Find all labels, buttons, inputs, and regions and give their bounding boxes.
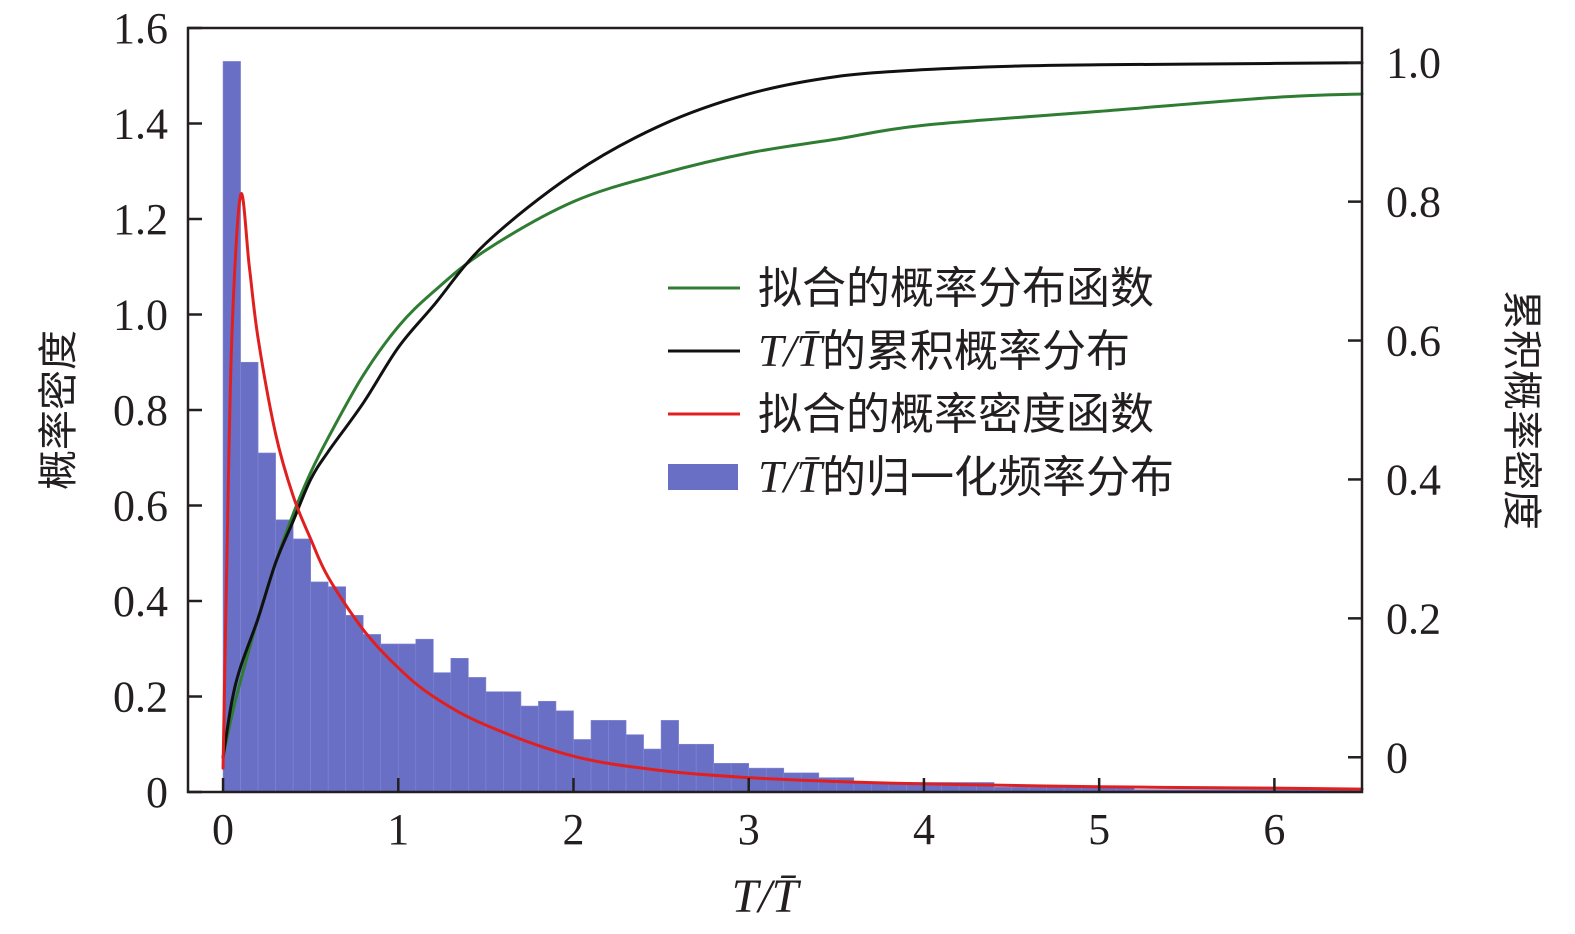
y-left-tick-label: 0	[146, 768, 168, 817]
y-right-tick-label: 0.2	[1386, 594, 1441, 643]
empirical-cdf-line	[221, 61, 1364, 759]
histogram-bar	[275, 519, 294, 793]
y-left-axis-title: 概率密度	[36, 330, 82, 490]
histogram-bar	[485, 691, 504, 793]
legend-label: T/T̄的累积概率分布	[758, 325, 1130, 377]
legend-swatch	[668, 464, 738, 490]
histogram-bar	[836, 777, 855, 793]
histogram-bar	[292, 538, 311, 793]
histogram-bar	[520, 705, 539, 793]
axes: 0 0.2 0.4 0.6 0.8 1.0 1.2 1.4 1.6 0 0.2 0.4 0.6 0.8 1.…	[36, 4, 1544, 923]
x-tick-label: 3	[738, 805, 760, 854]
histogram-bar	[783, 772, 802, 793]
histogram-bar	[503, 691, 522, 793]
y-right-tick-label: 1.0	[1386, 39, 1441, 88]
legend-label: T/T̄的归一化频率分布	[758, 451, 1174, 503]
histogram-bar	[362, 634, 382, 793]
y-left-tick-label: 0.2	[113, 673, 168, 722]
y-right-tick-label: 0	[1386, 733, 1408, 782]
legend-label: 拟合的概率密度函数	[758, 389, 1154, 440]
histogram-bar	[625, 734, 644, 793]
histogram-bar	[590, 720, 609, 793]
y-left-tick-label: 0.8	[113, 386, 168, 435]
x-tick-label: 6	[1263, 805, 1285, 854]
histogram-bar	[433, 672, 452, 793]
histogram-bar	[257, 452, 276, 793]
histogram-bar	[345, 615, 364, 793]
histogram-bar	[415, 638, 434, 793]
legend-item: T/T̄的累积概率分布	[668, 325, 1130, 377]
histogram-bar	[450, 657, 469, 793]
histogram-bar	[310, 581, 329, 793]
x-tick-label: 5	[1088, 805, 1110, 854]
y-left-tick-label: 1.2	[113, 195, 168, 244]
legend-item: T/T̄的归一化频率分布	[668, 451, 1174, 503]
histogram-bar	[678, 743, 697, 793]
histogram-bar	[573, 739, 592, 793]
x-tick-label: 4	[913, 805, 935, 854]
histogram-bar	[468, 677, 487, 793]
y-left-tick-label: 1.0	[113, 291, 168, 340]
histogram-bar	[748, 767, 767, 793]
histogram-bar	[240, 361, 259, 793]
x-axis-title: T/T̄	[732, 870, 802, 923]
histogram-bar	[800, 772, 820, 793]
legend-label: 拟合的概率分布函数	[758, 263, 1154, 314]
histogram-bar	[608, 720, 627, 793]
x-tick-label: 2	[562, 805, 584, 854]
histogram-bar	[327, 586, 347, 793]
histogram-bar	[660, 720, 679, 793]
y-left-tick-label: 0.4	[113, 577, 168, 626]
y-left-tick-label: 1.6	[113, 4, 168, 53]
y-left-tick-label: 0.6	[113, 482, 168, 531]
y-right-tick-label: 0.8	[1386, 178, 1441, 227]
y-right-tick-label: 0.4	[1386, 455, 1441, 504]
legend-item: 拟合的概率分布函数	[668, 263, 1154, 314]
legend-item: 拟合的概率密度函数	[668, 389, 1154, 440]
y-right-axis-title: 累积概率密度	[1498, 290, 1544, 530]
histogram-bar	[397, 643, 417, 793]
histogram-bar	[695, 743, 714, 793]
y-right-tick-label: 0.6	[1386, 317, 1441, 366]
x-tick-label: 1	[387, 805, 409, 854]
y-left-tick-label: 1.4	[113, 100, 168, 149]
x-tick-label: 0	[212, 805, 234, 854]
